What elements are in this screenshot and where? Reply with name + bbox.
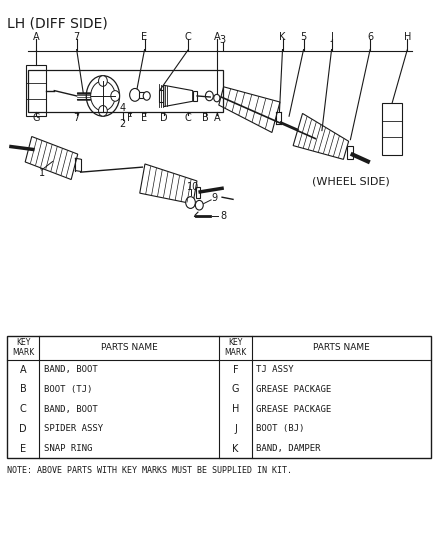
Text: 10: 10 xyxy=(187,182,199,191)
Text: 7: 7 xyxy=(74,33,80,42)
Text: D: D xyxy=(19,424,27,434)
Bar xyxy=(7,336,431,458)
Text: A: A xyxy=(213,33,220,42)
Text: BOOT (BJ): BOOT (BJ) xyxy=(256,424,304,433)
Text: C: C xyxy=(185,33,192,42)
Text: C: C xyxy=(20,404,26,414)
Circle shape xyxy=(99,106,107,116)
Text: (WHEEL SIDE): (WHEEL SIDE) xyxy=(311,176,389,186)
Text: 7: 7 xyxy=(74,114,80,123)
Text: E: E xyxy=(141,33,148,42)
Text: K: K xyxy=(232,443,239,454)
Text: PARTS NAME: PARTS NAME xyxy=(313,343,370,352)
Bar xyxy=(159,90,164,102)
Text: K: K xyxy=(279,33,286,42)
Polygon shape xyxy=(219,87,280,133)
Circle shape xyxy=(111,91,120,101)
Text: B: B xyxy=(20,384,26,394)
Text: C: C xyxy=(185,114,192,123)
Text: G: G xyxy=(32,114,40,123)
Text: E: E xyxy=(20,443,26,454)
Circle shape xyxy=(214,94,220,102)
Text: E: E xyxy=(141,114,148,123)
Bar xyxy=(26,65,46,116)
Text: 4: 4 xyxy=(120,103,126,113)
Text: 3: 3 xyxy=(219,35,226,45)
Text: PARTS NAME: PARTS NAME xyxy=(101,343,158,352)
Circle shape xyxy=(195,200,203,210)
Text: H: H xyxy=(232,404,239,414)
Text: D: D xyxy=(160,114,168,123)
Polygon shape xyxy=(293,114,349,159)
Text: NOTE: ABOVE PARTS WITH KEY MARKS MUST BE SUPPLIED IN KIT.: NOTE: ABOVE PARTS WITH KEY MARKS MUST BE… xyxy=(7,466,292,474)
Text: 1: 1 xyxy=(39,168,45,177)
Text: LH (DIFF SIDE): LH (DIFF SIDE) xyxy=(7,17,107,31)
Text: GREASE PACKAGE: GREASE PACKAGE xyxy=(256,405,332,414)
Text: SPIDER ASSY: SPIDER ASSY xyxy=(44,424,103,433)
Text: 2: 2 xyxy=(120,119,126,128)
Bar xyxy=(382,103,402,155)
Bar xyxy=(196,187,200,198)
Text: F: F xyxy=(233,365,238,375)
Text: 5: 5 xyxy=(300,33,307,42)
Circle shape xyxy=(186,197,195,208)
Text: G: G xyxy=(232,384,239,394)
Text: BAND, DAMPER: BAND, DAMPER xyxy=(256,444,321,453)
Text: KEY
MARK: KEY MARK xyxy=(224,338,247,358)
Text: F: F xyxy=(127,114,132,123)
Text: A: A xyxy=(32,33,39,42)
Circle shape xyxy=(86,76,120,116)
Text: BAND, BOOT: BAND, BOOT xyxy=(44,365,98,374)
Text: H: H xyxy=(404,33,411,42)
Circle shape xyxy=(99,76,107,86)
Text: TJ ASSY: TJ ASSY xyxy=(256,365,294,374)
Text: SNAP RING: SNAP RING xyxy=(44,444,92,453)
Bar xyxy=(347,146,353,159)
Bar xyxy=(193,91,197,101)
Bar xyxy=(139,92,145,98)
Circle shape xyxy=(130,88,140,101)
Text: KEY
MARK: KEY MARK xyxy=(12,338,34,358)
Text: 6: 6 xyxy=(367,33,373,42)
Polygon shape xyxy=(140,164,197,204)
Text: A: A xyxy=(213,114,220,123)
Text: 8: 8 xyxy=(220,212,226,221)
Bar xyxy=(28,70,223,112)
Text: B: B xyxy=(202,114,209,123)
Text: J: J xyxy=(330,33,333,42)
Text: GREASE PACKAGE: GREASE PACKAGE xyxy=(256,385,332,394)
Text: A: A xyxy=(20,365,26,375)
Polygon shape xyxy=(164,85,193,107)
Text: BAND, BOOT: BAND, BOOT xyxy=(44,405,98,414)
Circle shape xyxy=(91,81,115,111)
Circle shape xyxy=(143,92,150,100)
Polygon shape xyxy=(25,136,78,180)
Text: J: J xyxy=(234,424,237,434)
Text: 9: 9 xyxy=(212,193,218,203)
Text: BOOT (TJ): BOOT (TJ) xyxy=(44,385,92,394)
Circle shape xyxy=(205,91,213,101)
